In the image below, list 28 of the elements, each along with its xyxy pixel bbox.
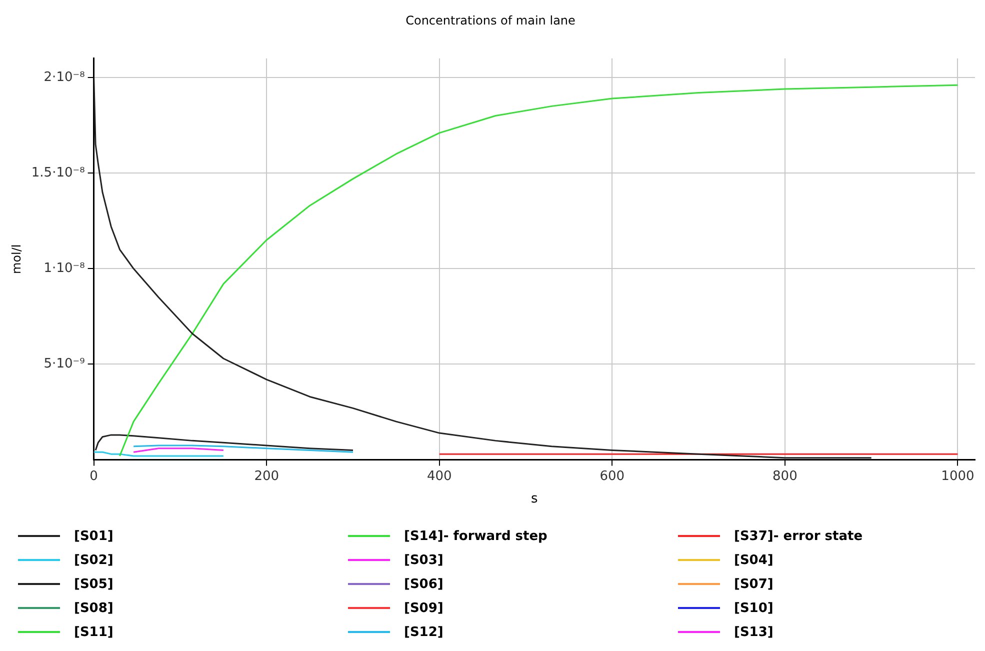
legend-label: [S13] bbox=[734, 624, 774, 640]
legend-label: [S14]- forward step bbox=[404, 528, 548, 544]
legend-label: [S07] bbox=[734, 576, 774, 592]
legend-label: [S12] bbox=[404, 624, 444, 640]
legend-label: [S37]- error state bbox=[734, 528, 863, 544]
y-tick-label: 2·10⁻⁸ bbox=[44, 70, 85, 85]
x-tick-label: 800 bbox=[772, 468, 798, 484]
legend-label: [S08] bbox=[74, 600, 114, 616]
legend-label: [S01] bbox=[74, 528, 114, 544]
x-tick-label: 0 bbox=[90, 468, 98, 484]
legend-label: [S04] bbox=[734, 552, 774, 568]
legend-label: [S05] bbox=[74, 576, 114, 592]
y-tick-label: 1·10⁻⁸ bbox=[44, 261, 85, 276]
legend-label: [S10] bbox=[734, 600, 774, 616]
x-tick-label: 200 bbox=[254, 468, 280, 484]
legend-label: [S11] bbox=[74, 624, 114, 640]
y-tick-label: 5·10⁻⁹ bbox=[44, 356, 85, 372]
y-axis-title: mol/l bbox=[9, 244, 24, 274]
chart-title: Concentrations of main lane bbox=[406, 13, 576, 28]
legend-label: [S03] bbox=[404, 552, 444, 568]
x-axis-title: s bbox=[531, 492, 538, 507]
y-tick-label: 1.5·10⁻⁸ bbox=[31, 165, 85, 180]
legend-label: [S06] bbox=[404, 576, 444, 592]
x-tick-label: 1000 bbox=[941, 468, 974, 484]
x-tick-label: 600 bbox=[600, 468, 625, 484]
x-tick-label: 400 bbox=[426, 468, 452, 484]
legend-label: [S02] bbox=[74, 552, 114, 568]
legend-label: [S09] bbox=[404, 600, 444, 616]
